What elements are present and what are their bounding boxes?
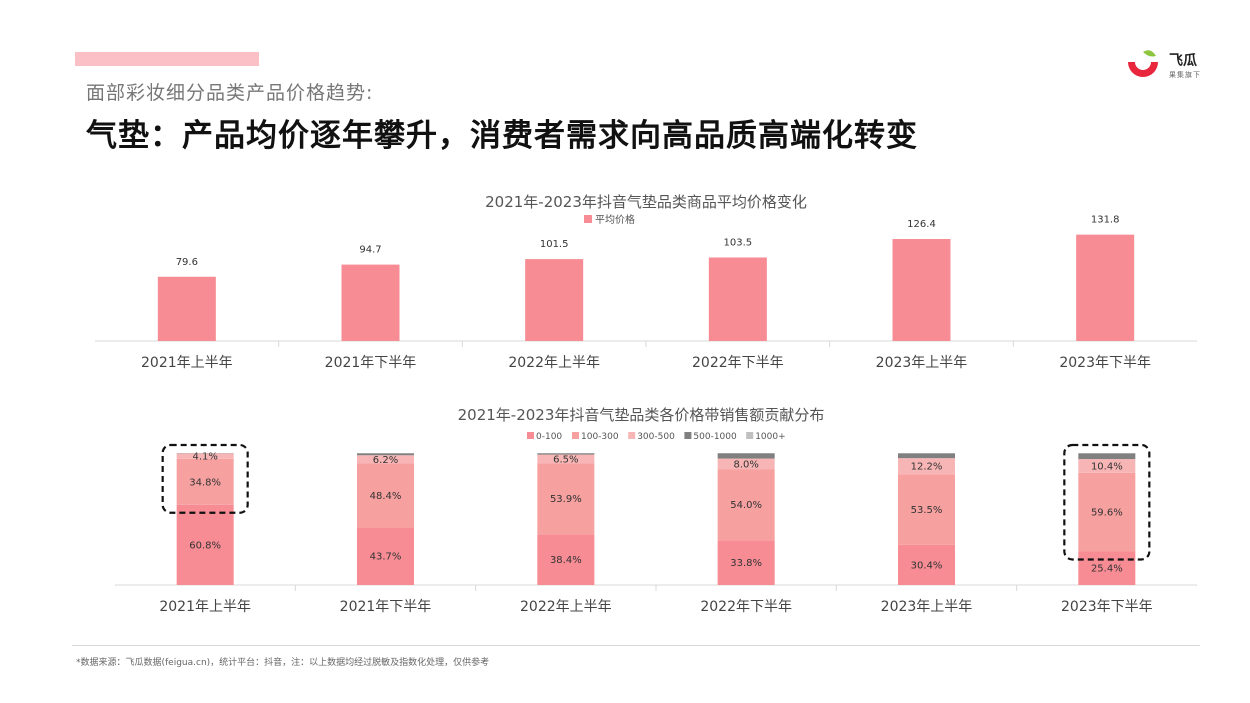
- chart2-legend-swatch: [572, 432, 579, 439]
- chart2-bar-segment: [1078, 472, 1136, 552]
- chart2-data-label: 38.4%: [550, 555, 582, 566]
- chart2-data-label: 30.4%: [911, 560, 943, 571]
- chart2-data-label: 10.4%: [1091, 461, 1123, 472]
- chart1-data-label: 126.4: [907, 219, 936, 230]
- chart2-x-tick-label: 2023年下半年: [1061, 599, 1153, 615]
- chart2-x-tick-label: 2022年上半年: [520, 599, 612, 615]
- chart2-bar-segment: [1078, 459, 1136, 473]
- chart2-data-label: 54.0%: [730, 500, 762, 511]
- chart1-legend-label: 平均价格: [595, 213, 635, 226]
- page-title: 气垫：产品均价逐年攀升，消费者需求向高品质高端化转变: [86, 118, 918, 154]
- chart2-data-label: 25.4%: [1091, 564, 1123, 575]
- chart2-legend-swatch: [527, 432, 534, 439]
- chart2-x-tick-label: 2023年上半年: [881, 599, 973, 615]
- chart2-bar-segment: [717, 469, 775, 541]
- chart1-x-tick-label: 2022年下半年: [692, 355, 784, 371]
- chart2-data-label: 4.1%: [192, 452, 217, 463]
- chart1-bar: [1076, 234, 1135, 341]
- chart1-bar: [157, 276, 216, 341]
- chart1-x-tick-label: 2023年下半年: [1059, 355, 1151, 371]
- data-source-footnote: *数据来源：飞瓜数据(feigua.cn)，统计平台：抖音，注：以上数据均经过脱…: [76, 658, 490, 668]
- chart2-bar-segment: [717, 540, 775, 585]
- chart2-bar-segment: [176, 458, 234, 505]
- chart2-bar-segment: [176, 504, 234, 585]
- accent-bar: [75, 52, 259, 66]
- chart1-x-tick-label: 2021年上半年: [141, 355, 233, 371]
- chart1-bar: [892, 239, 951, 341]
- chart2-data-label: 53.9%: [550, 494, 582, 505]
- chart1-data-label: 131.8: [1091, 215, 1120, 226]
- chart2-legend-swatch: [684, 432, 692, 439]
- chart2-bar-segment: [898, 458, 955, 475]
- chart2-bar-segment: [537, 454, 595, 464]
- chart2-bar-segment: [537, 534, 595, 585]
- chart2-bar-segment: [1078, 453, 1136, 460]
- chart1-x-tick-label: 2023年上半年: [876, 355, 968, 371]
- chart2-data-label: 33.8%: [730, 558, 762, 569]
- logo-name: 飞瓜: [1169, 53, 1197, 69]
- chart2-bar-segment: [898, 544, 955, 585]
- chart2-data-label: 12.2%: [911, 462, 943, 473]
- chart2-legend-swatch: [628, 432, 636, 439]
- chart2-data-label: 8.0%: [733, 459, 758, 470]
- chart2-bar-segment: [717, 453, 775, 459]
- chart2-legend-label: 100-300: [581, 432, 619, 442]
- chart2-bar-segment: [357, 453, 414, 456]
- chart2-bar-segment: [357, 453, 414, 454]
- chart2-data-label: 59.6%: [1091, 508, 1123, 519]
- logo-subtitle: 果集旗下: [1169, 71, 1201, 79]
- chart2-data-label: 6.2%: [373, 455, 398, 466]
- chart2-x-tick-label: 2021年下半年: [340, 599, 432, 615]
- melon-logo-icon: [1128, 50, 1158, 77]
- chart1-data-label: 94.7: [359, 245, 381, 256]
- chart2-data-label: 43.7%: [370, 552, 402, 563]
- chart1-legend-swatch: [584, 215, 592, 223]
- chart2-bar-segment: [717, 458, 775, 470]
- chart1-bar: [525, 259, 584, 341]
- chart2-data-label: 60.8%: [189, 540, 221, 551]
- chart2-legend-label: 500-1000: [693, 432, 737, 442]
- chart1-data-label: 79.6: [176, 257, 198, 268]
- chart2-data-label: 48.4%: [370, 491, 402, 502]
- chart2-legend-label: 1000+: [755, 432, 785, 442]
- chart2-x-tick-label: 2022年下半年: [700, 599, 792, 615]
- brand-logo: 飞瓜 果集旗下: [1126, 48, 1216, 82]
- chart2-legend-swatch: [746, 432, 754, 439]
- chart2-data-label: 53.5%: [911, 505, 943, 516]
- chart1-data-label: 103.5: [724, 237, 753, 248]
- chart2-data-label: 6.5%: [553, 454, 578, 465]
- chart2-bar-segment: [537, 463, 595, 535]
- chart2-bar-segment: [898, 453, 955, 454]
- chart1-x-tick-label: 2021年下半年: [325, 355, 417, 371]
- footer-divider: [72, 645, 1200, 646]
- chart1-bar: [341, 264, 400, 341]
- chart2-legend-label: 0-100: [536, 432, 562, 442]
- chart2-bar-segment: [176, 453, 234, 459]
- chart1-title: 2021年-2023年抖音气垫品类商品平均价格变化: [485, 193, 807, 211]
- chart1-data-label: 101.5: [540, 239, 569, 250]
- chart2-bar-segment: [1078, 453, 1136, 454]
- chart2-bar-segment: [357, 455, 414, 464]
- chart2-highlight-box: [1063, 443, 1151, 561]
- chart2-bar-segment: [537, 453, 595, 455]
- chart2-bar-segment: [357, 527, 414, 585]
- chart2-bar-segment: [1078, 551, 1136, 585]
- chart2-highlight-box: [161, 443, 249, 514]
- chart2-bar-segment: [898, 453, 955, 459]
- page-subtitle: 面部彩妆细分品类产品价格趋势:: [86, 82, 374, 104]
- chart2-x-tick-label: 2021年上半年: [159, 599, 251, 615]
- chart1-bar: [708, 257, 767, 341]
- chart2-legend-label: 300-500: [637, 432, 675, 442]
- chart2-bar-segment: [357, 463, 414, 528]
- chart1-x-tick-label: 2022年上半年: [508, 355, 600, 371]
- chart2-bar-segment: [898, 474, 955, 545]
- chart2-title: 2021年-2023年抖音气垫品类各价格带销售额贡献分布: [458, 406, 825, 424]
- chart2-data-label: 34.8%: [189, 477, 221, 488]
